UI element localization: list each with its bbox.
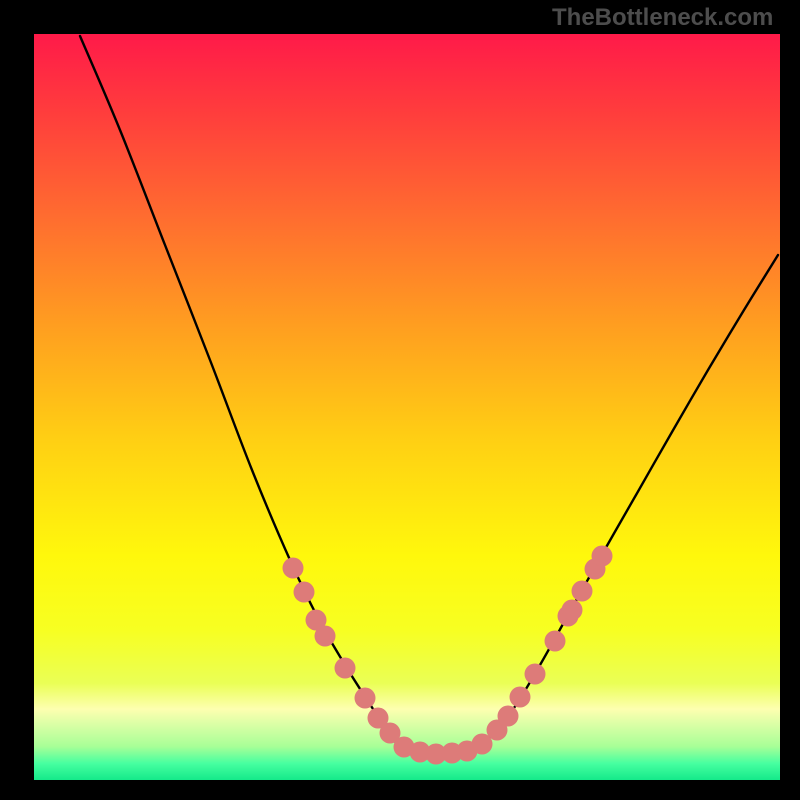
watermark-text: TheBottleneck.com — [552, 4, 773, 32]
data-dot — [498, 706, 519, 727]
data-dot — [545, 631, 566, 652]
gradient-plot-area — [34, 34, 780, 780]
data-dot — [525, 664, 546, 685]
data-dot — [283, 558, 304, 579]
data-dot — [562, 600, 583, 621]
data-dot — [355, 688, 376, 709]
data-dot — [315, 626, 336, 647]
data-dot — [592, 546, 613, 567]
data-dot — [572, 581, 593, 602]
data-dot — [294, 582, 315, 603]
data-dot — [510, 687, 531, 708]
data-dot — [335, 658, 356, 679]
bottleneck-chart — [0, 0, 800, 800]
